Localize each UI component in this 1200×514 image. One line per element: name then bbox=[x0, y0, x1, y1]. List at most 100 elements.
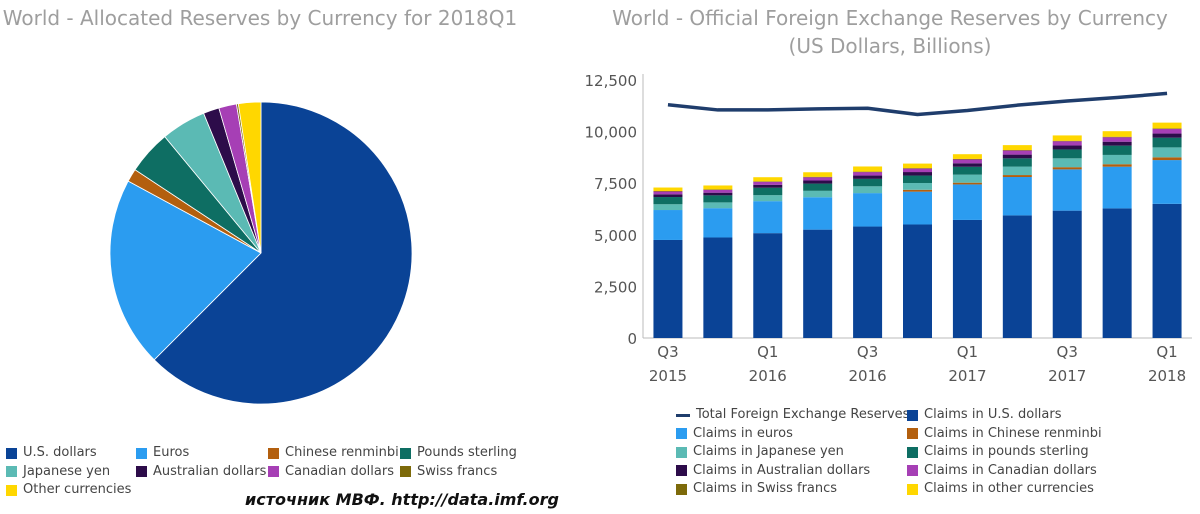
bar-segment-gbp bbox=[1102, 145, 1132, 155]
pie-legend-item-jpy: Japanese yen bbox=[6, 464, 110, 480]
bar-segment-usd bbox=[703, 237, 733, 338]
bar-segment-chf bbox=[1152, 128, 1182, 129]
bar-segment-eur bbox=[853, 193, 883, 227]
bar-segment-chf bbox=[653, 191, 683, 192]
x-tick-quarter: Q3 bbox=[1057, 343, 1078, 361]
bar-segment-jpy bbox=[853, 186, 883, 194]
bar-segment-cad bbox=[1152, 128, 1182, 134]
bar-segment-gbp bbox=[803, 183, 833, 191]
bar-segment-cad bbox=[1102, 137, 1132, 142]
bar-segment-other bbox=[1052, 135, 1082, 141]
bar-segment-jpy bbox=[653, 204, 683, 211]
bar-segment-cny bbox=[1052, 167, 1082, 170]
y-tick-label: 0 bbox=[627, 330, 637, 348]
bar-segment-other bbox=[1002, 145, 1032, 151]
x-tick-quarter: Q1 bbox=[1156, 343, 1177, 361]
bar-legend-item-other: Claims in other currencies bbox=[907, 481, 1094, 497]
pie-chart-title: World - Allocated Reserves by Currency f… bbox=[2, 6, 518, 30]
legend-label: Canadian dollars bbox=[285, 463, 394, 479]
bar-chart-subtitle: (US Dollars, Billions) bbox=[788, 34, 992, 58]
pie-legend-item-usd: U.S. dollars bbox=[6, 445, 97, 461]
legend-label: Claims in U.S. dollars bbox=[924, 407, 1062, 422]
bar-segment-usd bbox=[1052, 210, 1082, 338]
source-note: источник МВФ. http://data.imf.org bbox=[245, 490, 559, 509]
bar-segment-gbp bbox=[1152, 137, 1182, 148]
bar-segment-chf bbox=[803, 176, 833, 178]
bar-segment-cad bbox=[903, 168, 932, 173]
legend-line-swatch bbox=[676, 413, 690, 417]
bar-segment-gbp bbox=[703, 195, 733, 203]
legend-label: Claims in euros bbox=[693, 425, 793, 441]
legend-label: Claims in Swiss francs bbox=[693, 481, 838, 496]
pie-legend-item-cad: Canadian dollars bbox=[268, 464, 394, 480]
bar-segment-eur bbox=[653, 210, 683, 240]
bar-segment-gbp bbox=[753, 187, 783, 196]
bar-legend-item-gbp: Claims in pounds sterling bbox=[907, 444, 1089, 460]
bar-segment-aud bbox=[1052, 145, 1082, 150]
bar-segment-gbp bbox=[853, 178, 883, 187]
bar-segment-usd bbox=[1102, 208, 1132, 338]
bar-segment-aud bbox=[903, 172, 932, 176]
bar-segment-other bbox=[653, 187, 683, 192]
legend-swatch bbox=[6, 466, 17, 477]
y-tick-label: 2,500 bbox=[594, 278, 637, 296]
legend-swatch bbox=[400, 447, 411, 459]
bar-legend-item-chf: Claims in Swiss francs bbox=[676, 481, 837, 497]
legend-swatch bbox=[676, 465, 687, 476]
x-tick-quarter: Q3 bbox=[857, 343, 878, 361]
legend-label: Swiss francs bbox=[417, 463, 498, 479]
pie-legend-item-chf: Swiss francs bbox=[400, 464, 497, 480]
bar-segment-jpy bbox=[703, 202, 733, 209]
legend-swatch bbox=[907, 409, 918, 421]
bar-legend-item-cad: Claims in Canadian dollars bbox=[907, 463, 1097, 479]
bar-legend-item-usd: Claims in U.S. dollars bbox=[907, 407, 1062, 423]
bar-segment-cad bbox=[853, 172, 883, 176]
bar-segment-aud bbox=[1002, 154, 1032, 159]
bar-segment-eur bbox=[1002, 177, 1032, 216]
pie-slice-eur bbox=[109, 180, 262, 361]
bar-legend-item-total: Total Foreign Exchange Reserves bbox=[676, 407, 909, 423]
bar-segment-aud bbox=[803, 180, 833, 184]
bar-segment-jpy bbox=[753, 195, 783, 202]
bar-segment-chf bbox=[1102, 136, 1132, 138]
bar-segment-cad bbox=[703, 189, 733, 193]
legend-label: Claims in Japanese yen bbox=[693, 444, 844, 459]
pie-legend-item-other: Other currencies bbox=[6, 482, 131, 498]
legend-label: Claims in Chinese renminbi bbox=[924, 425, 1102, 441]
bar-segment-cad bbox=[952, 159, 982, 164]
bar-segment-other bbox=[703, 185, 733, 190]
y-tick-label: 10,000 bbox=[585, 124, 638, 142]
y-tick-label: 5,000 bbox=[594, 227, 637, 245]
pie-slice-other bbox=[237, 101, 262, 254]
bar-segment-chf bbox=[903, 168, 932, 169]
pie-legend-item-cny: Chinese renminbi bbox=[268, 445, 399, 461]
x-tick-year: 2018 bbox=[1148, 367, 1186, 385]
bar-segment-gbp bbox=[952, 166, 982, 175]
bar-segment-chf bbox=[952, 158, 982, 160]
bar-segment-usd bbox=[853, 226, 883, 338]
legend-swatch bbox=[907, 465, 918, 476]
legend-swatch bbox=[676, 446, 687, 458]
legend-label: Chinese renminbi bbox=[285, 445, 399, 460]
bar-segment-cad bbox=[1002, 150, 1032, 155]
x-tick-year: 2017 bbox=[948, 367, 986, 385]
legend-swatch bbox=[400, 466, 411, 477]
bar-segment-cny bbox=[903, 189, 932, 192]
bar-segment-cny bbox=[1152, 157, 1182, 161]
legend-label: Claims in other currencies bbox=[924, 481, 1094, 496]
legend-label: Total Foreign Exchange Reserves bbox=[696, 407, 910, 422]
bar-segment-eur bbox=[1152, 160, 1182, 204]
bar-segment-jpy bbox=[1152, 147, 1182, 158]
bar-segment-gbp bbox=[903, 175, 932, 183]
bar-segment-jpy bbox=[903, 182, 932, 190]
legend-swatch bbox=[6, 447, 17, 459]
bar-segment-jpy bbox=[1102, 154, 1132, 165]
bar-segment-other bbox=[1152, 122, 1182, 129]
bar-legend-item-aud: Claims in Australian dollars bbox=[676, 463, 870, 479]
bar-segment-cny bbox=[952, 182, 982, 185]
bar-segment-usd bbox=[803, 229, 833, 338]
bar-segment-cny bbox=[1002, 175, 1032, 178]
x-tick-quarter: Q3 bbox=[657, 343, 678, 361]
total-reserves-line bbox=[667, 91, 1168, 117]
legend-label: Claims in Canadian dollars bbox=[924, 462, 1097, 478]
